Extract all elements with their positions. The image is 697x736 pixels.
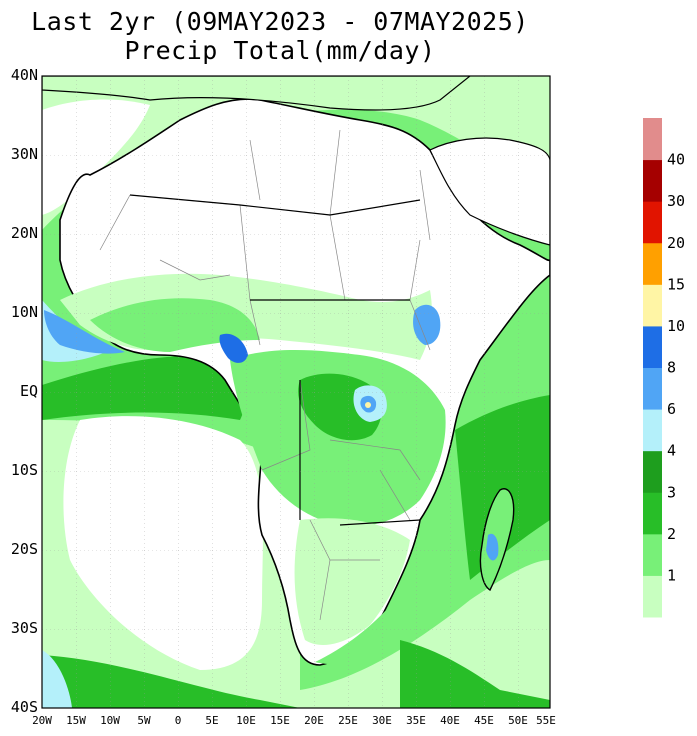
colorbar-label: 40 xyxy=(667,151,685,169)
colorbar-swatch xyxy=(643,367,662,410)
lon-tick-label: 5E xyxy=(205,714,218,727)
colorbar-swatch xyxy=(643,201,662,244)
longitude-axis: 20W 15W 10W 5W 0 5E 10E 15E 20E 25E 30E … xyxy=(32,714,556,727)
lat-tick-label: 10N xyxy=(11,303,38,321)
lat-tick-label: 30S xyxy=(11,619,38,637)
map-title-line-2: Precip Total(mm/day) xyxy=(124,36,436,65)
colorbar-label: 3 xyxy=(667,483,676,501)
colorbar-swatch xyxy=(643,159,662,202)
lat-tick-label: 40N xyxy=(11,66,38,84)
lon-tick-label: 15E xyxy=(270,714,290,727)
colorbar-label: 1 xyxy=(667,566,676,584)
colorbar-label: 8 xyxy=(667,359,676,377)
colorbar-swatch xyxy=(643,533,662,576)
colorbar: 1 2 3 4 6 8 10 15 20 30 40 xyxy=(643,118,685,618)
map-frame xyxy=(41,75,551,709)
colorbar-label: 15 xyxy=(667,275,685,293)
colorbar-label: 2 xyxy=(667,525,676,543)
map-title-line-1: Last 2yr (09MAY2023 - 07MAY2025) xyxy=(31,7,529,36)
lon-tick-label: 10E xyxy=(236,714,256,727)
colorbar-swatch xyxy=(643,409,662,452)
map-field xyxy=(42,76,550,708)
lon-tick-label: 20E xyxy=(304,714,324,727)
lon-tick-label: 5W xyxy=(137,714,151,727)
lon-tick-label: 15W xyxy=(66,714,86,727)
lon-tick-label: 55E xyxy=(536,714,556,727)
lon-tick-label: 20W xyxy=(32,714,52,727)
colorbar-swatch xyxy=(643,492,662,535)
latitude-axis: 40N 30N 20N 10N EQ 10S 20S 30S 40S xyxy=(11,66,38,716)
lat-tick-label: 30N xyxy=(11,145,38,163)
lon-tick-label: 45E xyxy=(474,714,494,727)
lon-tick-label: 40E xyxy=(440,714,460,727)
colorbar-swatch xyxy=(643,575,662,618)
lon-tick-label: 35E xyxy=(406,714,426,727)
lat-tick-label: 40S xyxy=(11,698,38,716)
lat-tick-label: 20N xyxy=(11,224,38,242)
lat-tick-label: 10S xyxy=(11,461,38,479)
lat-tick-label: 20S xyxy=(11,540,38,558)
colorbar-swatch xyxy=(643,242,662,285)
lon-tick-label: 50E xyxy=(508,714,528,727)
colorbar-label: 20 xyxy=(667,234,685,252)
lon-tick-label: 0 xyxy=(175,714,182,727)
colorbar-swatch xyxy=(643,450,662,493)
colorbar-swatch xyxy=(643,118,662,161)
lon-tick-label: 10W xyxy=(100,714,120,727)
colorbar-swatch xyxy=(643,284,662,327)
lat-tick-label: EQ xyxy=(20,382,38,400)
lon-tick-label: 25E xyxy=(338,714,358,727)
lon-tick-label: 30E xyxy=(372,714,392,727)
colorbar-label: 10 xyxy=(667,317,685,335)
colorbar-label: 4 xyxy=(667,442,676,460)
colorbar-label: 6 xyxy=(667,400,676,418)
colorbar-swatch xyxy=(643,325,662,368)
colorbar-label: 30 xyxy=(667,192,685,210)
